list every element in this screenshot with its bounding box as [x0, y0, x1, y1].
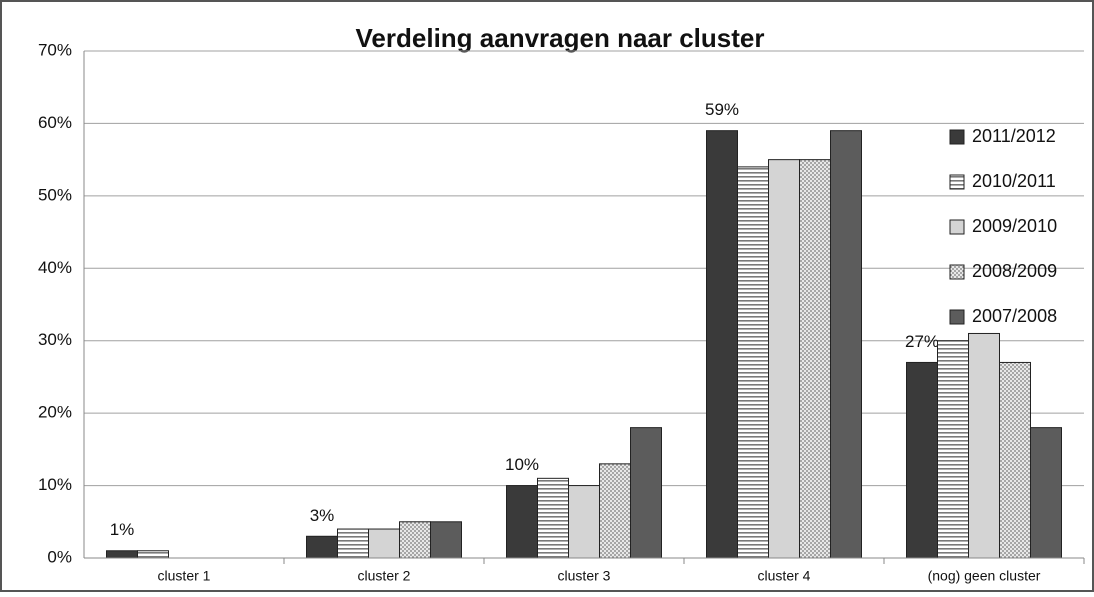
bar	[399, 521, 431, 559]
y-tick-label: 60%	[38, 113, 72, 132]
y-tick-label: 10%	[38, 475, 72, 494]
bar	[337, 528, 369, 559]
bar	[1030, 427, 1062, 559]
legend-label: 2011/2012	[972, 126, 1056, 146]
bar	[737, 166, 769, 559]
bar	[706, 130, 738, 559]
legend-label: 2007/2008	[972, 306, 1057, 326]
bar	[799, 159, 831, 559]
bar	[999, 361, 1031, 559]
y-tick-label: 20%	[38, 403, 72, 422]
x-tick-label: cluster 3	[558, 568, 611, 584]
bar	[937, 340, 969, 559]
legend-swatch	[949, 309, 965, 325]
chart-title: Verdeling aanvragen naar cluster	[356, 23, 765, 53]
legend-swatch	[949, 264, 965, 280]
bar	[968, 332, 1000, 559]
bar	[768, 159, 800, 559]
bar	[506, 485, 538, 559]
bar	[568, 485, 600, 559]
data-label: 10%	[505, 455, 539, 474]
bar	[630, 427, 662, 559]
x-tick-label: cluster 1	[158, 568, 211, 584]
y-tick-label: 0%	[47, 547, 72, 566]
y-tick-label: 70%	[38, 40, 72, 59]
y-tick-label: 40%	[38, 258, 72, 277]
y-tick-label: 50%	[38, 185, 72, 204]
bar	[106, 550, 138, 559]
bar	[537, 477, 569, 559]
x-tick-label: cluster 2	[358, 568, 411, 584]
data-label: 3%	[310, 506, 335, 525]
bar	[830, 130, 862, 559]
legend-label: 2009/2010	[972, 216, 1057, 236]
data-label: 27%	[905, 332, 939, 351]
legend-swatch	[949, 174, 965, 190]
data-label: 1%	[110, 520, 135, 539]
x-tick-label: (nog) geen cluster	[928, 568, 1041, 584]
bar	[599, 463, 631, 559]
bar	[137, 550, 169, 559]
bar	[430, 521, 462, 559]
bar	[306, 535, 338, 559]
data-label: 59%	[705, 100, 739, 119]
bar	[368, 528, 400, 559]
legend-swatch	[949, 219, 965, 235]
legend-label: 2010/2011	[972, 171, 1056, 191]
legend-swatch	[949, 129, 965, 145]
y-tick-label: 30%	[38, 330, 72, 349]
bar	[906, 361, 938, 559]
x-tick-label: cluster 4	[758, 568, 811, 584]
legend-label: 2008/2009	[972, 261, 1057, 281]
